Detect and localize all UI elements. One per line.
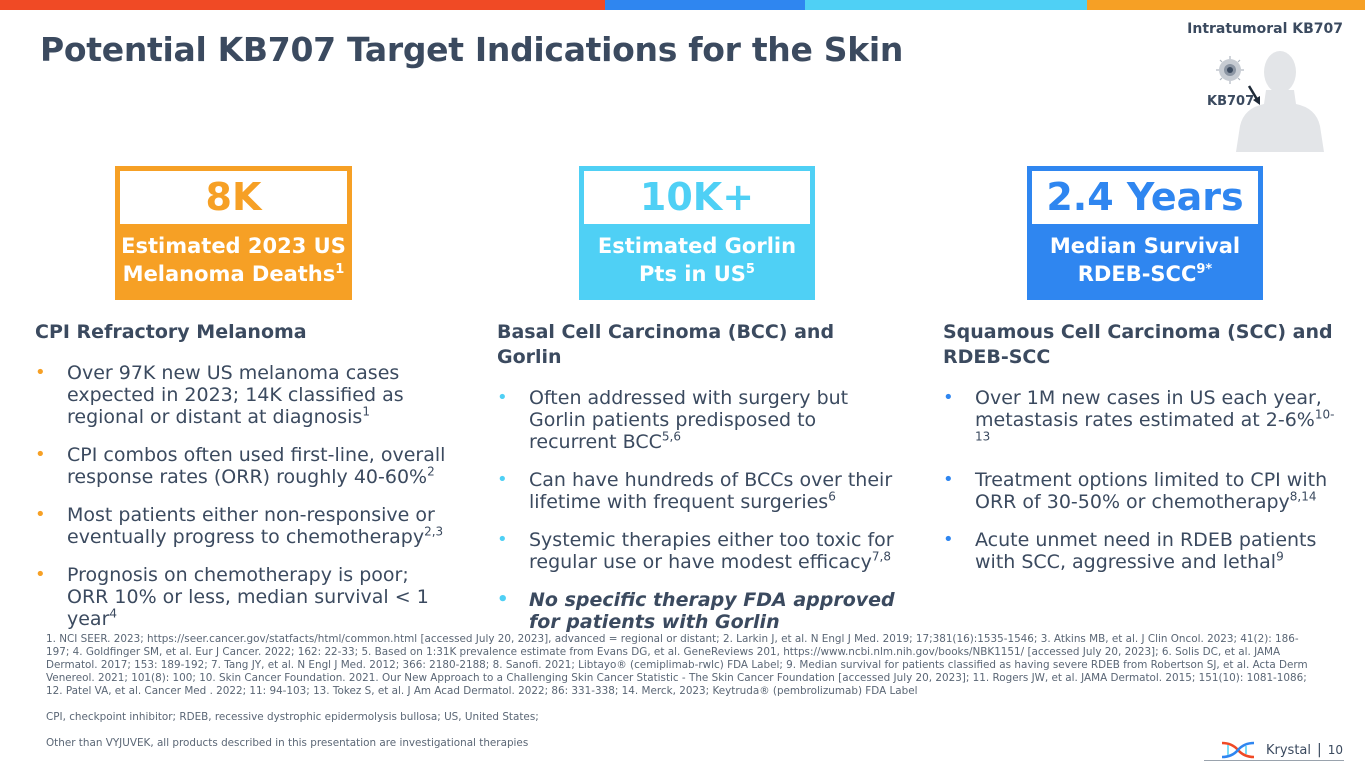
bullet-list: • Often addressed with surgery but Gorlin… [497,387,897,633]
bullet-sup: 8,14 [1289,489,1317,504]
list-item: • CPI combos often used first-line, overa… [35,444,455,488]
kb707-label: KB707 [1207,94,1255,109]
bullet-icon: • [35,504,46,525]
stat-sup: 9* [1196,262,1213,277]
bullet-text: Over 97K new US melanoma cases expected … [67,362,404,428]
footer-separator: | [1317,742,1322,758]
disclaimer: Other than VYJUVEK, all products describ… [46,737,529,749]
stat-line1: Estimated 2023 US [121,234,346,258]
injection-arrow-icon [1247,85,1260,105]
brand-name: Krystal [1265,742,1311,758]
bullet-icon: • [35,362,46,383]
stat-description: Estimated Gorlin Pts in US5 [579,232,815,288]
top-bar-orange-segment [1087,0,1365,10]
footer-divider [1204,760,1344,761]
column-melanoma: CPI Refractory Melanoma • Over 97K new US… [35,320,455,646]
stat-value: 8K [120,171,347,224]
bullet-text: CPI combos often used first-line, overal… [67,444,446,488]
bullet-sup: 9 [1276,549,1284,564]
list-item: • No specific therapy FDA approved for pa… [497,589,897,633]
bullet-list: • Over 97K new US melanoma cases expected… [35,362,455,630]
bullet-text: No specific therapy FDA approved for pat… [529,589,895,633]
bullet-text: Systemic therapies either too toxic for … [529,529,894,573]
top-color-bar [0,0,1365,10]
stat-value: 2.4 Years [1032,171,1258,224]
bullet-text: Treatment options limited to CPI with OR… [975,469,1328,513]
bullet-icon: • [943,469,954,490]
abbreviations: CPI, checkpoint inhibitor; RDEB, recessi… [46,711,539,723]
person-silhouette-icon [1216,51,1324,152]
bullet-icon: • [35,564,46,585]
bullet-text: Over 1M new cases in US each year, metas… [975,387,1322,431]
stat-line2: Pts in US [639,262,746,286]
stat-box-rdeb-scc: 2.4 Years Median Survival RDEB-SCC9* [1027,166,1263,300]
list-item: • Can have hundreds of BCCs over their li… [497,469,897,513]
bullet-icon: • [497,529,508,550]
stat-box-melanoma: 8K Estimated 2023 US Melanoma Deaths1 [115,166,352,300]
bullet-sup: 5,6 [661,429,681,444]
bullet-text: Acute unmet need in RDEB patients with S… [975,529,1317,573]
list-item: • Treatment options limited to CPI with … [943,469,1343,513]
list-item: • Often addressed with surgery but Gorlin… [497,387,897,453]
list-item: • Most patients either non-responsive or … [35,504,455,548]
bullet-icon: • [943,387,954,408]
column-bcc-gorlin: Basal Cell Carcinoma (BCC) and Gorlin • O… [497,320,897,649]
list-item: • Systemic therapies either too toxic for… [497,529,897,573]
top-bar-cyan-segment [805,0,1087,10]
bullet-icon: • [35,444,46,465]
stat-description: Estimated 2023 US Melanoma Deaths1 [115,232,352,288]
bullet-text: Often addressed with surgery but Gorlin … [529,387,849,453]
bullet-sup: 4 [109,606,118,621]
stat-line1: Median Survival [1049,234,1241,258]
stat-value: 10K+ [584,171,810,224]
stat-line1: Estimated Gorlin [597,234,797,258]
bullet-text: Prognosis on chemotherapy is poor; ORR 1… [67,564,429,630]
list-item: • Prognosis on chemotherapy is poor; ORR … [35,564,455,630]
bullet-sup: 6 [828,489,836,504]
references: 1. NCI SEER. 2023; https://seer.cancer.g… [46,633,1316,763]
list-item: • Over 1M new cases in US each year, meta… [943,387,1343,453]
bullet-text: Most patients either non-responsive or e… [67,504,435,548]
column-heading: Squamous Cell Carcinoma (SCC) and RDEB-S… [943,321,1333,368]
stat-description: Median Survival RDEB-SCC9* [1027,232,1263,288]
column-heading: Basal Cell Carcinoma (BCC) and Gorlin [497,321,835,368]
top-bar-red-segment [0,0,605,10]
bullet-icon: • [497,387,508,408]
column-heading: CPI Refractory Melanoma [35,321,307,343]
bullet-sup: 1 [362,404,370,419]
footer: Krystal | 10 [1220,737,1343,763]
bullet-icon: • [943,529,954,550]
virus-icon [1216,56,1244,84]
stat-line2: Melanoma Deaths [122,262,336,286]
bullet-sup: 2,3 [424,524,444,539]
stat-sup: 1 [335,262,345,277]
page-number: 10 [1327,743,1343,757]
citations: 1. NCI SEER. 2023; https://seer.cancer.g… [46,633,1308,697]
list-item: • Acute unmet need in RDEB patients with … [943,529,1343,573]
bullet-text: Can have hundreds of BCCs over their lif… [529,469,893,513]
krystal-dna-logo-icon [1221,741,1255,759]
top-bar-blue-segment [605,0,805,10]
stat-line2: RDEB-SCC [1077,262,1197,286]
bullet-sup: 2 [427,464,435,479]
intratumoral-label: Intratumoral KB707 [1187,21,1343,37]
stat-box-gorlin: 10K+ Estimated Gorlin Pts in US5 [579,166,815,300]
list-item: • Over 97K new US melanoma cases expected… [35,362,455,428]
column-scc-rdeb: Squamous Cell Carcinoma (SCC) and RDEB-S… [943,320,1343,589]
stat-sup: 5 [745,262,755,277]
page-title: Potential KB707 Target Indications for t… [40,30,904,69]
bullet-list: • Over 1M new cases in US each year, meta… [943,387,1343,573]
bullet-sup: 10-13 [975,407,1335,444]
bullet-icon: • [497,469,508,490]
bullet-icon: • [497,589,509,610]
bullet-sup: 7,8 [871,549,891,564]
